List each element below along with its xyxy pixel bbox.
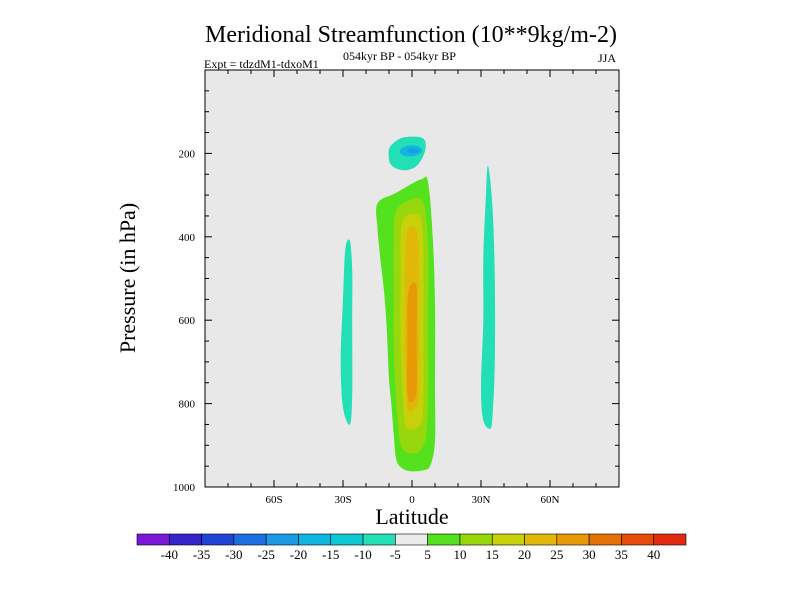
y-axis-label: Pressure (in hPa) [115, 203, 140, 353]
x-tick-label: 0 [409, 494, 415, 506]
y-tick-label: 200 [179, 148, 196, 160]
colorbar-label: 25 [550, 547, 563, 562]
colorbar-box [588, 533, 622, 546]
x-tick-label: 30S [334, 494, 351, 506]
colorbar-box [201, 533, 235, 546]
colorbar-label: 15 [486, 547, 499, 562]
colorbar: -40 -35 -30 -25 -20 -15 -10 -5 5 10 15 20 25 30 35 40 [136, 533, 687, 562]
x-tick-label: 60N [541, 494, 560, 506]
colorbar-label: 30 [583, 547, 596, 562]
colorbar-label: 35 [615, 547, 628, 562]
colorbar-box [362, 533, 396, 546]
experiment-label: Expt = tdzdM1-tdxoM1 [204, 57, 319, 71]
contour-layer [340, 136, 496, 472]
colorbar-box [459, 533, 493, 546]
colorbar-label: -10 [354, 547, 371, 562]
period-label: 054kyr BP - 054kyr BP [343, 49, 456, 63]
colorbar-box [524, 533, 558, 546]
colorbar-label: -5 [390, 547, 401, 562]
x-axis-label: Latitude [375, 504, 448, 529]
x-axis: 60S 30S 0 30N 60N [204, 70, 620, 506]
colorbar-box [395, 533, 428, 546]
x-tick-label: 60S [265, 494, 282, 506]
colorbar-label: -35 [193, 547, 210, 562]
y-tick-label: 600 [179, 315, 196, 327]
colorbar-box [298, 533, 332, 546]
y-tick-label: 1000 [173, 482, 196, 494]
colorbar-label: 5 [424, 547, 431, 562]
colorbar-box [427, 533, 461, 546]
season-label: JJA [598, 51, 616, 65]
colorbar-box [136, 533, 170, 546]
colorbar-box [621, 533, 655, 546]
colorbar-label: -30 [225, 547, 242, 562]
y-tick-label: 400 [179, 232, 196, 244]
colorbar-box [330, 533, 364, 546]
colorbar-box [491, 533, 525, 546]
colorbar-label: 40 [647, 547, 660, 562]
colorbar-label: 10 [453, 547, 466, 562]
contour-northern-negative-band [481, 165, 496, 429]
y-axis: 200 400 600 800 1000 [173, 90, 619, 494]
colorbar-label: -25 [258, 547, 275, 562]
colorbar-label: 20 [518, 547, 531, 562]
x-tick-label: 30N [472, 494, 491, 506]
contour-southern-negative-band [340, 239, 353, 425]
colorbar-label: -40 [161, 547, 178, 562]
colorbar-box [265, 533, 299, 546]
colorbar-box [556, 533, 590, 546]
y-tick-label: 800 [179, 399, 196, 411]
colorbar-box [653, 533, 687, 546]
contour-positive-cell-25 [407, 282, 418, 403]
contour-upper-negative-cell-core [407, 148, 419, 154]
colorbar-box [168, 533, 202, 546]
chart-title: Meridional Streamfunction (10**9kg/m-2) [205, 22, 617, 48]
colorbar-box [233, 533, 267, 546]
colorbar-label: -15 [322, 547, 339, 562]
colorbar-label: -20 [290, 547, 307, 562]
